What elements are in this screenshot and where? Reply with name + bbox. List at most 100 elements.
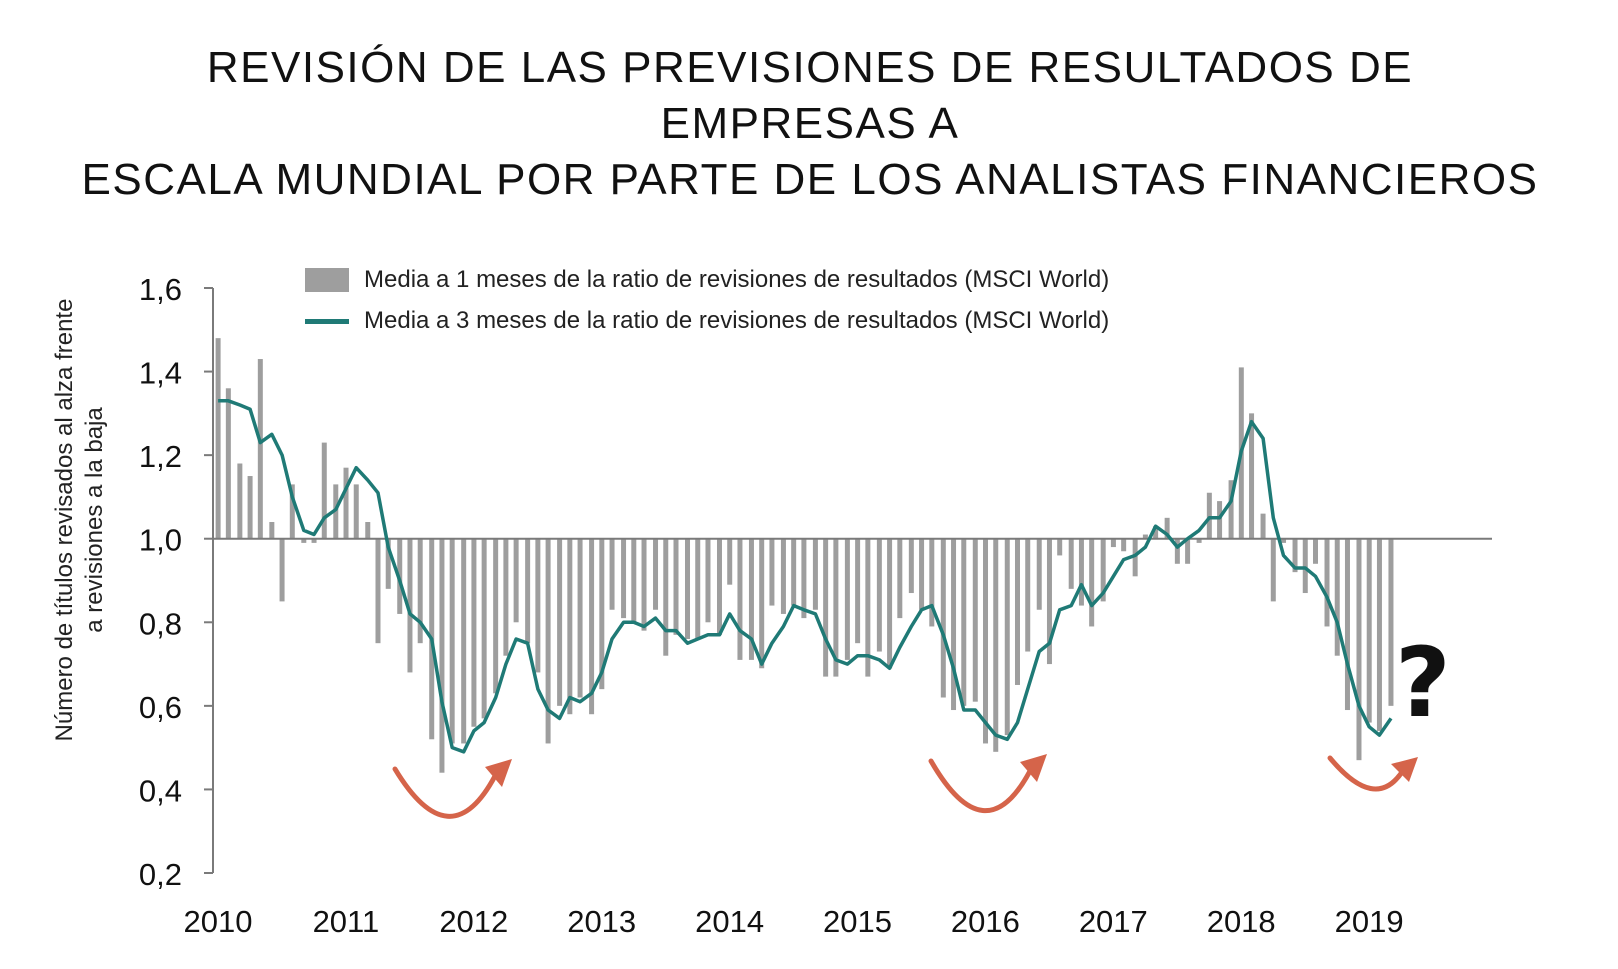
bar [1249,413,1255,539]
bar [919,538,925,610]
bar [375,538,381,644]
bar [1376,538,1382,731]
bar [673,538,679,635]
y-tick-label: 1,0 [139,523,182,558]
legend-line-swatch [305,319,349,324]
bar [1324,538,1330,627]
legend-line-label: Media a 3 meses de la ratio de revisione… [364,307,1110,334]
bar [865,538,871,677]
bar [1185,538,1191,564]
bar [589,538,595,715]
bar [993,538,999,752]
bar [1164,517,1170,539]
bar [557,538,563,706]
chart-title-line-2: ESCALA MUNDIAL POR PARTE DE LOS ANALISTA… [81,155,1539,204]
bar [1121,538,1127,552]
bar [269,522,275,539]
bar [1206,492,1212,539]
bar [1270,538,1276,602]
bar [1260,513,1266,539]
y-tick-label: 1,2 [139,439,182,474]
recovery-arrows [392,754,1418,819]
bar [1142,534,1148,539]
bar [951,538,957,711]
bar [1174,538,1180,564]
bar [1217,501,1223,539]
y-tick-label: 0,6 [139,690,182,725]
bar [812,538,818,610]
bar [833,538,839,677]
bar [417,538,423,644]
bar [908,538,914,594]
bar [1089,538,1095,627]
bar [1153,526,1159,539]
bar [1281,538,1287,543]
bar [801,538,807,619]
chart-title-line-1: REVISIÓN DE LAS PREVISIONES DE RESULTADO… [206,43,1414,148]
legend-bar-label: Media a 1 meses de la ratio de revisione… [364,266,1110,293]
bar [567,538,573,715]
bar [1025,538,1031,652]
bar [247,476,253,539]
y-tick-label: 0,2 [139,857,182,892]
bar [577,538,583,698]
x-tick-label: 2016 [951,904,1020,939]
x-tick-label: 2019 [1335,904,1404,939]
bar [1057,538,1063,556]
question-mark-annotation: ? [1395,627,1451,739]
line-layer [218,399,1393,754]
bar [663,538,669,656]
bar [887,538,893,669]
bar [1068,538,1074,589]
bar [503,538,509,656]
x-tick-label: 2018 [1207,904,1276,939]
recovery-arrow-curve [1327,755,1405,792]
bar [940,538,946,698]
bar [1366,538,1372,723]
bar [1334,538,1340,656]
bar [525,538,531,644]
bar [983,538,989,744]
bar [1004,538,1010,736]
x-tick-label: 2011 [313,904,380,939]
bar [641,538,647,631]
bar [289,484,295,539]
axis-labels: 0,2 0,4 0,6 0,8 1,0 1,2 1,4 1,6 2010 2011 2012 2013… [139,272,1404,939]
bar [321,442,327,539]
bar [343,467,349,539]
bar [481,538,487,719]
bar [1196,538,1202,543]
recovery-arrow-head [485,759,512,787]
bar [365,522,371,539]
bar [257,359,263,539]
bar [311,538,317,543]
bar [727,538,733,585]
bar [1312,538,1318,564]
bar [844,538,850,660]
bar [599,538,605,690]
bar [685,538,691,639]
recovery-arrow-head [1391,757,1418,782]
bar [1110,538,1116,548]
y-tick-label: 0,4 [139,773,182,808]
bar [545,538,551,744]
x-tick-label: 2015 [823,904,892,939]
bar [631,538,637,623]
bar [1014,538,1020,685]
bar [225,388,231,539]
bar [461,538,467,744]
chart-title: REVISIÓN DE LAS PREVISIONES DE RESULTADO… [80,40,1540,208]
bar [1292,538,1298,573]
bar [823,538,829,677]
bar [716,538,722,635]
recovery-arrow-head [1020,754,1047,782]
series-line [218,399,1393,754]
bar [1302,538,1308,594]
bar [439,538,445,773]
bar [237,463,243,539]
recovery-arrow-curve [928,758,1033,814]
bar [1078,538,1084,606]
bar [407,538,413,673]
x-tick-label: 2013 [567,904,636,939]
